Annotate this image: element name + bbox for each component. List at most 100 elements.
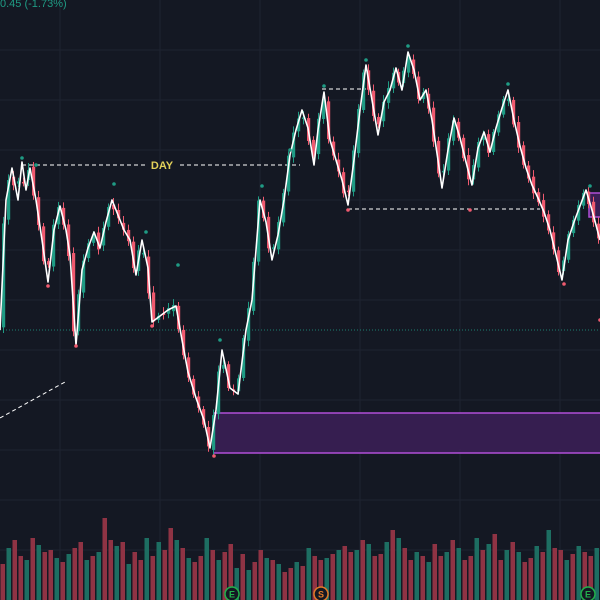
- volume-bar: [330, 554, 335, 600]
- candle-body: [242, 338, 246, 378]
- pivot-high-marker: [260, 184, 264, 188]
- volume-bar: [570, 554, 575, 600]
- candle-body: [337, 159, 341, 172]
- candle-body: [282, 193, 286, 223]
- volume-bar: [78, 542, 83, 600]
- volume-bar: [336, 550, 341, 600]
- volume-bar: [318, 560, 323, 600]
- volume-bar: [354, 550, 359, 600]
- volume-bar: [594, 548, 599, 600]
- candle-body: [207, 426, 211, 447]
- candle-body: [92, 234, 96, 243]
- volume-bar: [276, 564, 281, 600]
- volume-bar: [366, 544, 371, 600]
- volume-bar: [522, 562, 527, 600]
- candle-body: [227, 364, 231, 389]
- volume-bar: [414, 552, 419, 600]
- volume-bar: [198, 556, 203, 600]
- candle-body: [332, 141, 336, 156]
- candle-body: [432, 107, 436, 142]
- volume-bar: [6, 548, 11, 600]
- candle-body: [502, 99, 506, 115]
- candle-body: [107, 207, 111, 227]
- candle-body: [512, 99, 516, 125]
- demand-zone[interactable]: [213, 192, 600, 454]
- volume-bar: [300, 566, 305, 600]
- pivot-low-marker: [150, 324, 154, 328]
- candle-body: [262, 200, 266, 218]
- demand-zone-box[interactable]: [213, 413, 600, 453]
- candle-body: [12, 176, 16, 186]
- candle-body: [347, 190, 351, 193]
- volume-bar: [402, 548, 407, 600]
- candle-body: [442, 170, 446, 173]
- volume-bar: [120, 542, 125, 600]
- volume-bar: [186, 558, 191, 600]
- pivot-high-marker: [34, 163, 38, 167]
- candle-body: [322, 98, 326, 120]
- volume-bar: [90, 556, 95, 600]
- candle-body: [267, 216, 271, 249]
- volume-bar: [588, 556, 593, 600]
- candle-body: [417, 76, 421, 99]
- candle-body: [467, 155, 471, 180]
- price-levels: DAY: [0, 88, 600, 419]
- candle-body: [572, 219, 576, 234]
- volume-bar: [444, 552, 449, 600]
- volume-bar: [264, 558, 269, 600]
- candle-body: [457, 121, 461, 138]
- candle-body: [362, 72, 366, 110]
- candle-body: [62, 207, 66, 225]
- candle-body: [422, 92, 426, 100]
- volume-bar: [216, 560, 221, 600]
- volume-bar: [156, 542, 161, 600]
- candle-body: [327, 101, 331, 140]
- candle-body: [192, 378, 196, 395]
- pivot-low-marker: [346, 208, 350, 212]
- volume-bar: [30, 538, 35, 600]
- volume-bar: [12, 540, 17, 600]
- candle-body: [182, 329, 186, 356]
- candle-body: [32, 166, 36, 196]
- volume-bar: [114, 546, 119, 600]
- volume-bar: [426, 562, 431, 600]
- pivot-markers: [20, 44, 600, 458]
- volume-bar: [144, 538, 149, 600]
- pivot-high-marker: [288, 148, 292, 152]
- candle-body: [382, 101, 386, 122]
- volume-bar: [540, 552, 545, 600]
- candle-body: [452, 120, 456, 141]
- volume-bar: [306, 548, 311, 600]
- volume-bar: [192, 562, 197, 600]
- pivot-high-marker: [176, 263, 180, 267]
- volume-bar: [288, 568, 293, 600]
- pivot-high-marker: [144, 230, 148, 234]
- event-e-2-badge[interactable]: [580, 586, 596, 600]
- candle-body: [312, 139, 316, 157]
- volume-bar: [210, 550, 215, 600]
- candle-body: [7, 180, 11, 220]
- candle-body: [257, 200, 261, 262]
- candle-body: [387, 88, 391, 103]
- candle-body: [272, 247, 276, 249]
- candle-body: [37, 197, 41, 225]
- candle-body: [357, 109, 361, 154]
- event-e-1-badge[interactable]: [224, 586, 240, 600]
- volume-bar: [18, 556, 23, 600]
- event-s-badge[interactable]: [313, 586, 329, 600]
- candle-body: [42, 226, 46, 262]
- volume-bar: [438, 556, 443, 600]
- volume-bar: [138, 560, 143, 600]
- candle-body: [222, 365, 226, 369]
- candle-body: [507, 98, 511, 102]
- pivot-low-marker: [74, 344, 78, 348]
- candle-body: [577, 205, 581, 221]
- volume-bar: [468, 556, 473, 600]
- candle-body: [57, 207, 61, 225]
- volume-bar: [42, 552, 47, 600]
- pivot-low-marker: [468, 208, 472, 212]
